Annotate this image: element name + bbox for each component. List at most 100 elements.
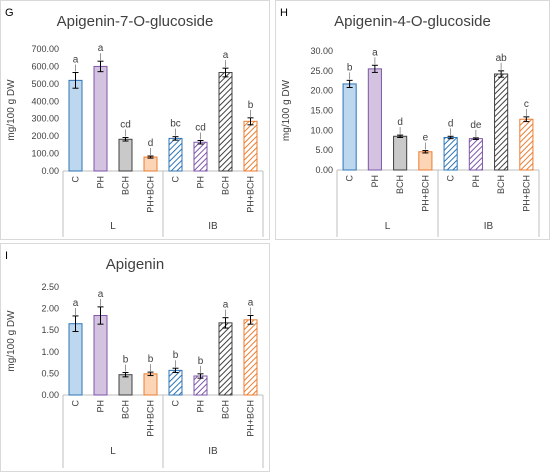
y-tick-label: 2.00 [41, 304, 59, 314]
y-tick-label: 1.00 [41, 347, 59, 357]
bar [93, 65, 108, 172]
panel-letter: G [5, 7, 14, 19]
bar [93, 315, 108, 396]
significance-letter: b [248, 100, 254, 111]
significance-letter: c [524, 99, 529, 110]
y-tick-label: 15.00 [310, 106, 333, 116]
chart-panel-g: G Apigenin-7-O-glucoside 0.00 100.00 200.0… [0, 0, 270, 240]
chart-title: Apigenin-4-O-glucoside [334, 13, 491, 30]
bar [243, 120, 258, 172]
bar [342, 83, 357, 171]
group-label: IB [484, 221, 494, 232]
bar [168, 137, 183, 172]
significance-letter: de [470, 120, 482, 131]
y-axis-label: mg/100 g DW [281, 79, 292, 141]
x-tick-label: C [71, 176, 81, 183]
x-tick-label: C [71, 400, 81, 407]
significance-letter: ab [496, 53, 508, 64]
significance-letter: a [223, 300, 229, 311]
bar [443, 136, 458, 171]
bar-chart-i: 0.00 0.50 1.00 1.50 2.00 2.50 mg/100 g DW a Ca PH… [6, 282, 264, 468]
significance-letter: cd [120, 120, 131, 131]
significance-letter: a [248, 298, 254, 309]
bar [218, 322, 233, 396]
significance-letter: b [347, 62, 353, 73]
y-tick-label: 2.50 [41, 282, 59, 292]
y-tick-label: 300.00 [31, 114, 59, 124]
x-tick-label: PH+BCH [521, 175, 531, 212]
bar [68, 323, 83, 396]
x-tick-label: BCH [395, 175, 405, 194]
significance-letter: e [423, 133, 429, 144]
x-tick-label: PH+BCH [246, 400, 256, 437]
y-tick-label: 25.00 [310, 66, 333, 76]
significance-letter: d [397, 117, 403, 128]
x-tick-label: PH+BCH [146, 400, 156, 437]
x-tick-label: BCH [121, 400, 131, 419]
significance-letter: b [123, 355, 129, 366]
y-tick-label: 0.50 [41, 368, 59, 378]
chart-panel-i: I Apigenin 0.00 0.50 1.00 1.50 2.00 2.50 mg/10… [0, 243, 270, 472]
bar [143, 156, 158, 172]
group-label: L [110, 221, 116, 232]
significance-letter: a [223, 50, 229, 61]
y-tick-label: 5.00 [315, 145, 333, 155]
significance-letter: a [73, 55, 79, 66]
y-tick-label: 700.00 [31, 44, 59, 54]
x-tick-label: PH [196, 400, 206, 413]
x-tick-label: C [446, 175, 456, 182]
y-axis-label: mg/100 g DW [6, 310, 17, 372]
x-tick-label: C [171, 176, 181, 183]
bar [193, 141, 208, 172]
group-label: IB [208, 446, 218, 457]
x-tick-label: PH+BCH [246, 176, 256, 213]
significance-letter: b [173, 350, 179, 361]
bar [519, 118, 534, 171]
bar [367, 68, 382, 171]
x-tick-label: BCH [221, 176, 231, 195]
x-tick-label: PH [96, 176, 106, 189]
bar [393, 135, 408, 171]
y-tick-label: 100.00 [31, 149, 59, 159]
x-tick-label: C [171, 400, 181, 407]
y-tick-label: 600.00 [31, 61, 59, 71]
bar [118, 374, 133, 396]
panel-letter: I [5, 250, 9, 262]
x-tick-label: BCH [121, 176, 131, 195]
x-tick-label: PH [196, 176, 206, 189]
bar [218, 72, 233, 172]
y-tick-label: 1.50 [41, 325, 59, 335]
y-tick-label: 400.00 [31, 96, 59, 106]
significance-letter: a [98, 289, 104, 300]
y-tick-label: 10.00 [310, 125, 333, 135]
bar [118, 138, 133, 172]
y-tick-label: 20.00 [310, 86, 333, 96]
x-tick-label: PH [96, 400, 106, 413]
x-tick-label: PH+BCH [146, 176, 156, 213]
x-tick-label: PH [370, 175, 380, 188]
group-label: L [385, 221, 391, 232]
panel-letter: H [280, 7, 288, 19]
significance-letter: a [98, 43, 104, 54]
y-tick-label: 500.00 [31, 79, 59, 89]
bar [243, 319, 258, 396]
x-tick-label: C [345, 175, 355, 182]
significance-letter: d [148, 138, 154, 149]
y-tick-label: 200.00 [31, 131, 59, 141]
bar [494, 73, 509, 171]
significance-letter: a [372, 47, 378, 58]
y-tick-label: 30.00 [310, 46, 333, 56]
significance-letter: b [198, 356, 204, 367]
bar [143, 373, 158, 396]
group-label: L [110, 446, 116, 457]
bar [68, 79, 83, 172]
y-tick-label: 0.00 [315, 165, 333, 175]
bar [168, 369, 183, 396]
significance-letter: a [73, 298, 79, 309]
y-tick-label: 0.00 [41, 166, 59, 176]
significance-letter: d [448, 118, 454, 129]
x-tick-label: BCH [496, 175, 506, 194]
group-label: IB [208, 221, 218, 232]
chart-title: Apigenin [105, 256, 165, 273]
y-tick-label: 0.00 [41, 390, 59, 400]
